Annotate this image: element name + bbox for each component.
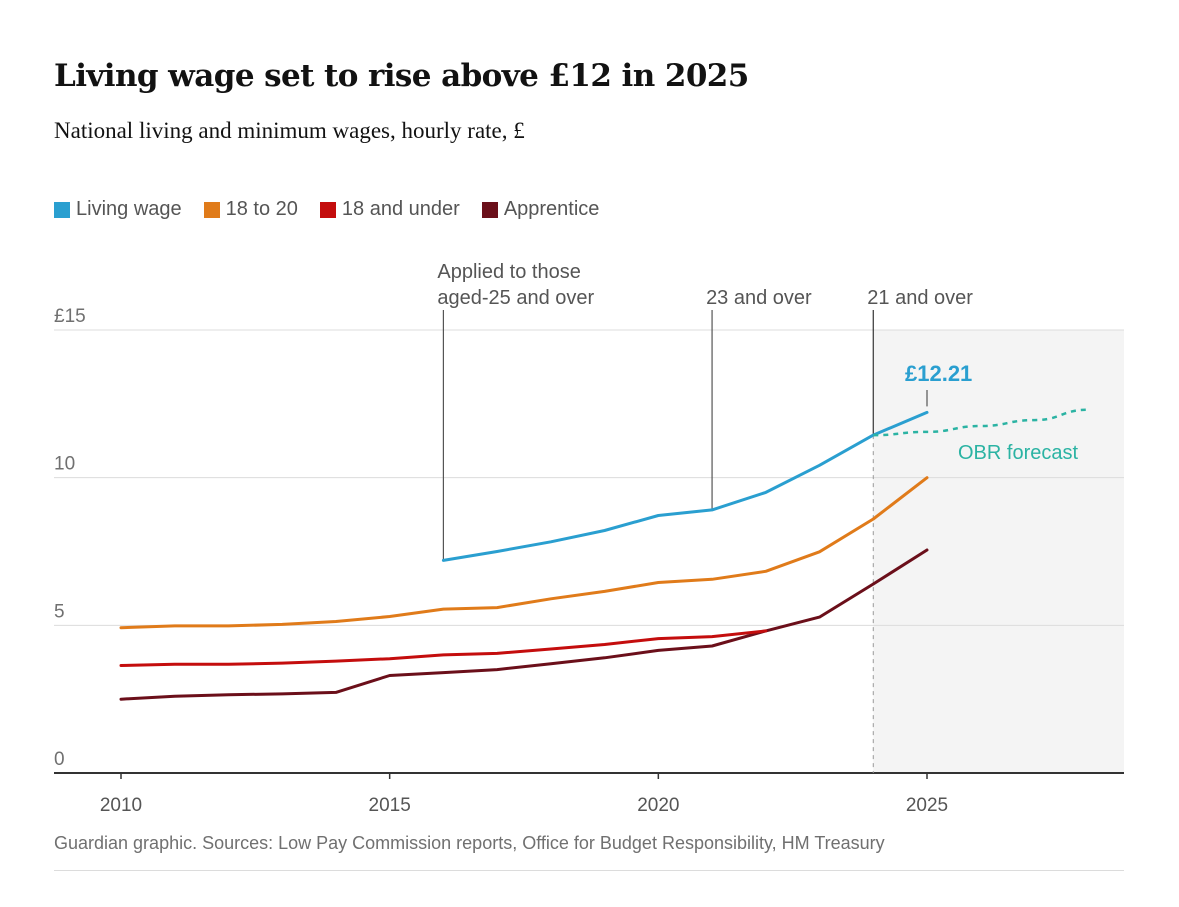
legend-item-18-and-under: 18 and under	[319, 198, 460, 221]
annotation-label: Applied to those	[437, 261, 580, 283]
annotation-label: 23 and over	[706, 287, 812, 309]
legend-swatch-living-wage	[54, 201, 70, 218]
legend-label-18-and-under: 18 and under	[341, 198, 460, 220]
bottom-divider	[54, 870, 1124, 871]
series-line-apprentice	[119, 548, 929, 701]
chart-legend: Living wage 18 to 20 18 and under Appren…	[54, 198, 599, 221]
y-tick-label: 5	[54, 601, 65, 622]
y-tick-label: 0	[54, 749, 65, 770]
x-tick-label: 2015	[369, 795, 411, 816]
legend-label-living-wage: Living wage	[76, 198, 182, 220]
annotation-label: aged-25 and over	[437, 287, 594, 309]
legend-label-18-to-20: 18 to 20	[225, 198, 298, 220]
forecast-label: OBR forecast	[958, 442, 1078, 464]
legend-item-living-wage: Living wage	[54, 198, 182, 221]
legend-label-apprentice: Apprentice	[503, 198, 600, 220]
y-tick-label: £15	[54, 306, 86, 327]
chart-subtitle: National living and minimum wages, hourl…	[54, 118, 525, 143]
series-line-18-to-20	[119, 476, 929, 630]
legend-swatch-apprentice	[481, 201, 498, 218]
source-note: Guardian graphic. Sources: Low Pay Commi…	[54, 833, 885, 853]
x-tick-label: 2025	[906, 795, 948, 816]
legend-swatch-18-and-under	[319, 201, 336, 218]
legend-item-18-to-20: 18 to 20	[203, 198, 298, 221]
series-line-living-wage	[441, 410, 929, 562]
chart-title: Living wage set to rise above £12 in 202…	[54, 58, 749, 94]
forecast-line	[873, 408, 1089, 437]
forecast-shaded-region	[873, 330, 1124, 773]
x-tick-label: 2020	[637, 795, 679, 816]
y-tick-label: 10	[54, 454, 75, 475]
value-label: £12.21	[905, 361, 972, 386]
annotation-label: 21 and over	[867, 287, 973, 309]
legend-item-apprentice: Apprentice	[481, 198, 600, 221]
x-tick-label: 2010	[100, 795, 142, 816]
legend-swatch-18-to-20	[203, 201, 220, 218]
series-line-18-and-under	[119, 629, 768, 667]
